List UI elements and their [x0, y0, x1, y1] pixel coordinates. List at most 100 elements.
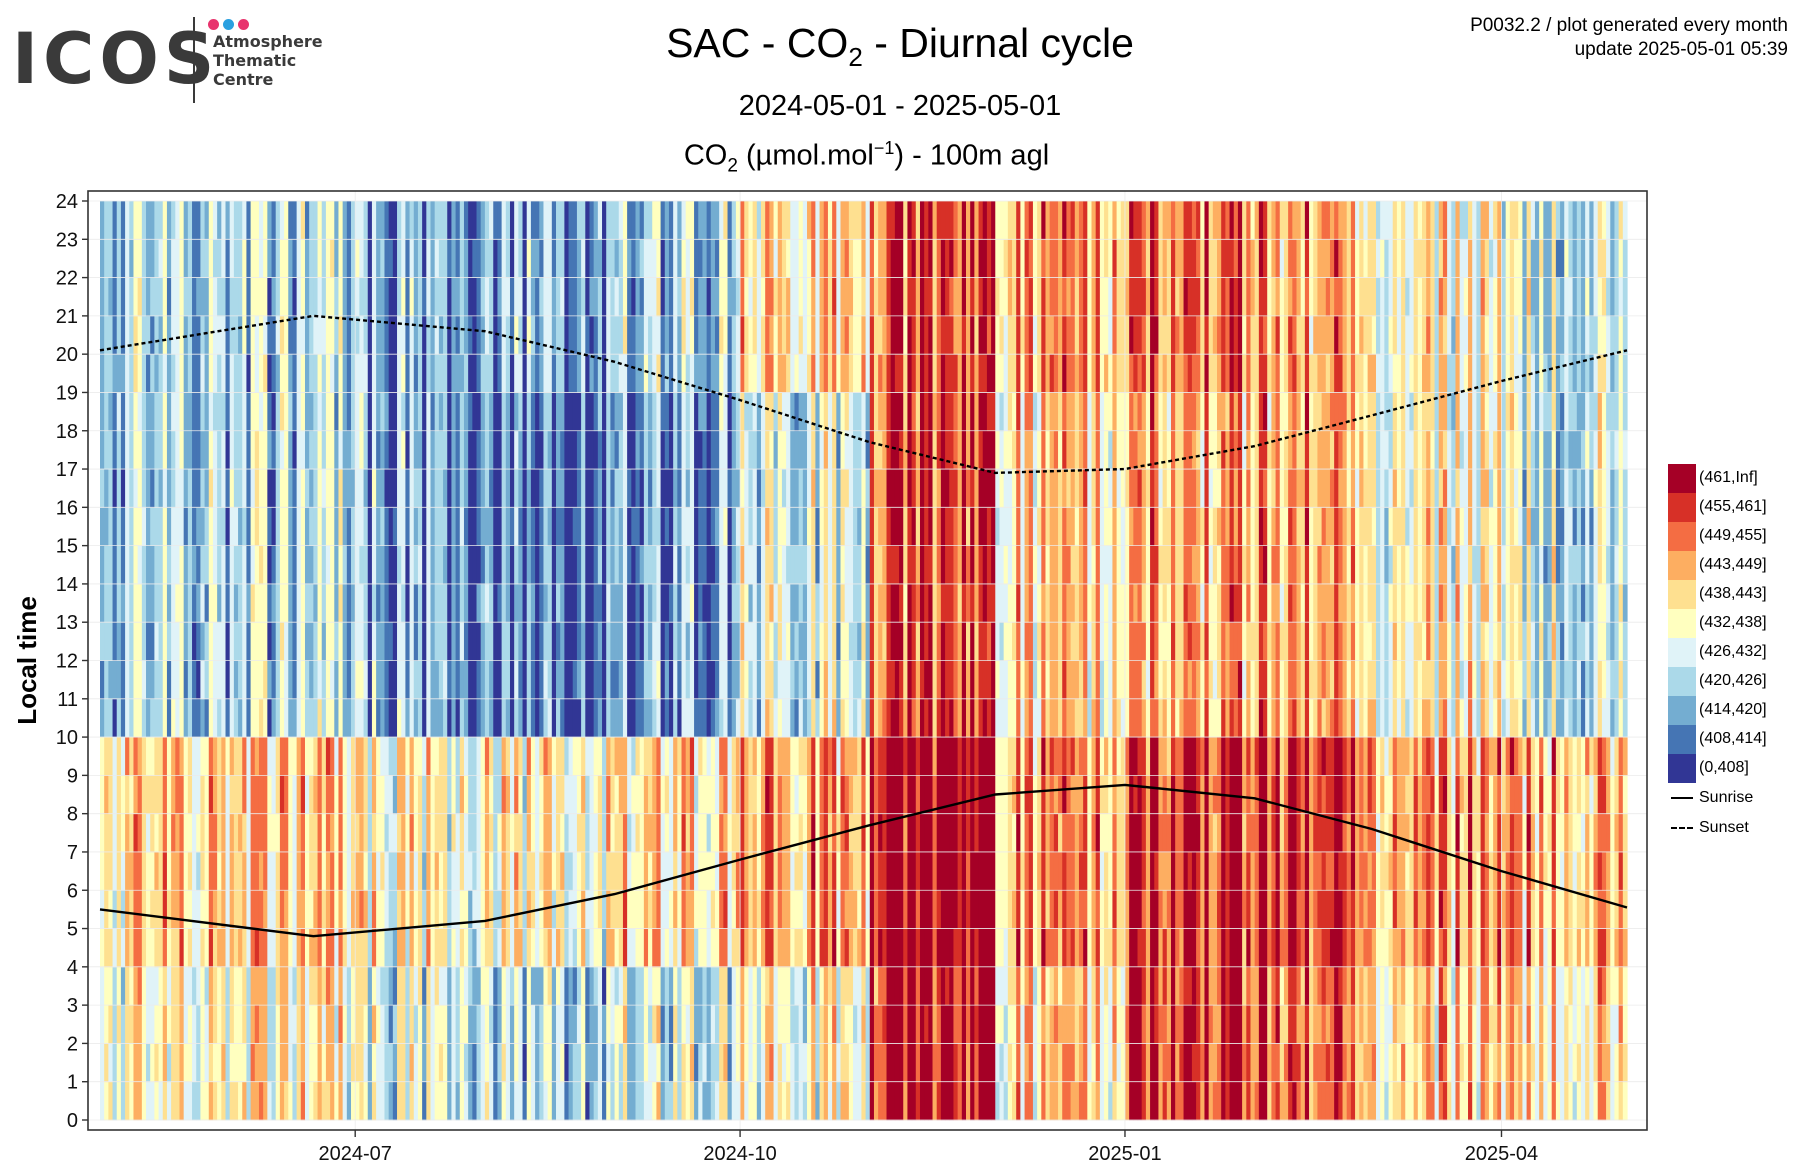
heatmap-cell: [451, 1005, 457, 1044]
heatmap-cell: [928, 1081, 934, 1121]
heatmap-cell: [455, 775, 461, 815]
heatmap-cell: [815, 201, 821, 240]
heatmap-cell: [484, 966, 490, 1006]
heatmap-cell: [547, 737, 553, 776]
heatmap-cell: [769, 966, 775, 1006]
heatmap-cell: [501, 277, 507, 317]
heatmap-cell: [401, 698, 406, 738]
heatmap-cell: [468, 239, 473, 278]
heatmap-cell: [702, 507, 708, 547]
heatmap-cell: [706, 315, 712, 355]
heatmap-cell: [928, 1043, 934, 1083]
heatmap-cell: [133, 737, 139, 776]
heatmap-cell: [710, 1043, 716, 1083]
heatmap-cell: [522, 354, 528, 393]
heatmap-cell: [409, 545, 415, 585]
heatmap-cell: [748, 813, 754, 853]
heatmap-cell: [610, 1005, 616, 1044]
heatmap-cell: [618, 851, 624, 891]
heatmap-cell: [233, 813, 239, 853]
heatmap-cell: [731, 698, 737, 738]
heatmap-cell: [857, 928, 862, 968]
heatmap-cell: [447, 430, 453, 470]
heatmap-cell: [547, 890, 553, 929]
heatmap-cell: [890, 430, 896, 470]
heatmap-cell: [212, 277, 218, 317]
heatmap-cell: [233, 622, 239, 661]
heatmap-cell: [263, 1081, 268, 1121]
heatmap-cell: [752, 1043, 758, 1083]
heatmap-cell: [254, 545, 260, 585]
heatmap-cell: [702, 545, 708, 585]
heatmap-cell: [476, 545, 482, 585]
heatmap-cell: [409, 239, 415, 278]
heatmap-cell: [631, 430, 637, 470]
heatmap-cell: [125, 660, 130, 700]
heatmap-cell: [254, 966, 260, 1006]
heatmap-cell: [430, 1081, 436, 1121]
heatmap-cell: [154, 239, 160, 278]
heatmap-cell: [509, 622, 515, 661]
heatmap-cell: [338, 622, 344, 661]
heatmap-cell: [953, 698, 959, 738]
heatmap-cell: [610, 660, 616, 700]
heatmap-cell: [363, 698, 369, 738]
heatmap-cell: [158, 966, 164, 1006]
heatmap-cell: [685, 660, 691, 700]
heatmap-cell: [827, 660, 833, 700]
heatmap-cell: [434, 392, 440, 432]
heatmap-cell: [330, 851, 335, 891]
heatmap-cell: [183, 928, 189, 968]
heatmap-cell: [961, 1005, 967, 1044]
heatmap-cell: [304, 622, 310, 661]
heatmap-cell: [275, 928, 281, 968]
heatmap-cell: [869, 239, 875, 278]
heatmap-cell: [346, 469, 352, 508]
heatmap-cell: [882, 813, 888, 853]
heatmap-cell: [493, 737, 499, 776]
heatmap-cell: [597, 392, 603, 432]
heatmap-cell: [915, 507, 921, 547]
heatmap-cell: [643, 1081, 649, 1121]
heatmap-cell: [652, 813, 658, 853]
heatmap-cell: [284, 737, 289, 776]
heatmap-cell: [622, 392, 628, 432]
heatmap-cell: [258, 392, 264, 432]
heatmap-cell: [781, 1081, 787, 1121]
heatmap-cell: [493, 622, 499, 661]
heatmap-cell: [585, 775, 591, 815]
heatmap-cell: [371, 622, 377, 661]
heatmap-cell: [217, 775, 222, 815]
heatmap-cell: [530, 890, 536, 929]
heatmap-cell: [317, 698, 323, 738]
heatmap-cell: [192, 469, 197, 508]
heatmap-cell: [602, 354, 607, 393]
heatmap-cell: [129, 698, 135, 738]
heatmap-cell: [752, 392, 758, 432]
heatmap-cell: [861, 775, 867, 815]
heatmap-cell: [250, 775, 256, 815]
heatmap-cell: [593, 698, 599, 738]
heatmap-cell: [865, 966, 871, 1006]
heatmap-cell: [685, 890, 691, 929]
heatmap-cell: [397, 545, 402, 585]
heatmap-cell: [426, 966, 432, 1006]
heatmap-cell: [221, 1005, 227, 1044]
heatmap-cell: [740, 775, 745, 815]
heatmap-cell: [719, 966, 724, 1006]
heatmap-cell: [459, 315, 465, 355]
heatmap-cell: [627, 1081, 632, 1121]
heatmap-cell: [405, 239, 411, 278]
heatmap-cell: [614, 622, 620, 661]
heatmap-cell: [706, 737, 712, 776]
heatmap-cell: [790, 315, 796, 355]
heatmap-cell: [359, 813, 365, 853]
heatmap-cell: [919, 201, 925, 240]
heatmap-cell: [685, 622, 691, 661]
heatmap-cell: [689, 1005, 695, 1044]
heatmap-cell: [430, 201, 436, 240]
heatmap-cell: [903, 698, 909, 738]
heatmap-cell: [681, 1005, 687, 1044]
heatmap-cell: [602, 545, 607, 585]
heatmap-cell: [940, 775, 946, 815]
